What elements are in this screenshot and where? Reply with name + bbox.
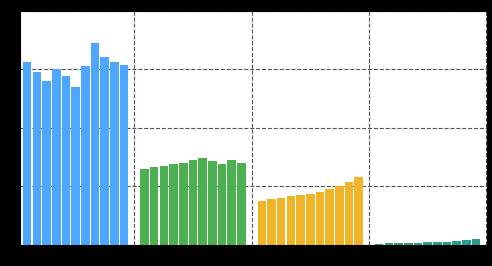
Bar	[100, 57, 109, 245]
Bar	[208, 161, 216, 245]
Bar	[267, 200, 276, 245]
Bar	[159, 166, 168, 245]
Bar	[62, 77, 70, 245]
Bar	[198, 159, 207, 245]
Bar	[227, 160, 236, 245]
Bar	[120, 65, 128, 245]
Bar	[296, 195, 305, 245]
Bar	[91, 43, 99, 245]
Bar	[23, 62, 31, 245]
Bar	[110, 62, 119, 245]
Bar	[462, 240, 471, 245]
Bar	[189, 160, 197, 245]
Bar	[218, 164, 226, 245]
Bar	[52, 69, 61, 245]
Bar	[81, 66, 90, 245]
Bar	[71, 87, 80, 245]
Bar	[394, 243, 403, 245]
Bar	[325, 189, 334, 245]
Bar	[306, 194, 314, 245]
Bar	[385, 243, 393, 245]
Bar	[179, 163, 187, 245]
Bar	[335, 186, 343, 245]
Bar	[316, 192, 324, 245]
Bar	[32, 72, 41, 245]
Bar	[345, 182, 353, 245]
Bar	[443, 242, 451, 245]
Bar	[423, 242, 432, 245]
Bar	[150, 167, 158, 245]
Bar	[414, 243, 422, 245]
Bar	[375, 244, 383, 245]
Bar	[472, 239, 480, 245]
Bar	[42, 81, 51, 245]
Bar	[433, 242, 441, 245]
Bar	[258, 201, 266, 245]
Bar	[169, 164, 178, 245]
Bar	[404, 243, 412, 245]
Bar	[140, 169, 149, 245]
Bar	[287, 197, 295, 245]
Bar	[354, 177, 363, 245]
Bar	[237, 163, 246, 245]
Bar	[453, 241, 461, 245]
Bar	[277, 198, 285, 245]
